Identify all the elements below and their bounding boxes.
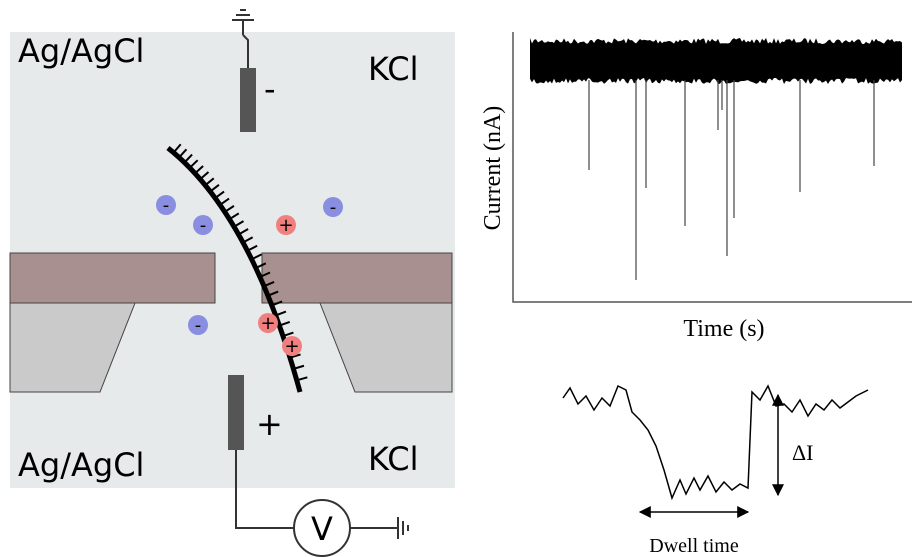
dna-base xyxy=(183,153,193,164)
dna-base xyxy=(242,236,254,244)
ion xyxy=(258,313,278,333)
support-left xyxy=(9,302,136,393)
ion xyxy=(323,197,343,217)
dna-base xyxy=(263,280,275,288)
dna-base xyxy=(204,177,215,187)
ion xyxy=(282,336,302,356)
ion xyxy=(188,315,208,335)
electrolyte-label: KCl xyxy=(368,50,418,88)
dna-base xyxy=(255,262,267,269)
electrode-bottom xyxy=(228,375,244,450)
dna-bases xyxy=(172,143,308,382)
dna-base xyxy=(172,143,182,154)
membrane-left xyxy=(9,252,216,304)
dna-base xyxy=(275,310,287,317)
noise-band xyxy=(530,38,902,84)
trace-axes xyxy=(512,32,912,303)
dna-base xyxy=(296,376,308,382)
ion-sign: - xyxy=(195,315,202,336)
dna-base xyxy=(194,165,204,175)
electrode-label: Ag/AgCl xyxy=(18,446,144,484)
ground-top xyxy=(232,9,254,68)
ion xyxy=(193,215,213,235)
duration-label: Dwell time xyxy=(649,535,739,557)
ion xyxy=(276,215,296,235)
wire xyxy=(235,450,294,529)
dna-base xyxy=(259,271,271,278)
dna-base xyxy=(289,353,301,359)
support-right xyxy=(319,302,453,393)
dna-base xyxy=(209,184,220,193)
electrode-top xyxy=(240,68,256,132)
event-trace xyxy=(562,384,869,501)
electrode-label: Ag/AgCl xyxy=(18,32,144,70)
dna-base xyxy=(219,197,230,206)
membrane-right xyxy=(261,252,453,304)
dna-base xyxy=(238,228,249,236)
dna-base xyxy=(246,244,258,252)
dna-base xyxy=(267,290,279,297)
dna-base xyxy=(189,159,199,169)
ground-bottom xyxy=(350,517,409,539)
ion xyxy=(156,195,176,215)
dna-base xyxy=(224,205,235,213)
voltmeter-label: V xyxy=(311,510,333,548)
dna-base xyxy=(178,148,188,159)
ion-sign: - xyxy=(163,195,170,216)
ion-sign: + xyxy=(284,336,299,357)
ions: - - - - + + + xyxy=(156,195,343,357)
dna-base xyxy=(214,190,225,199)
dna-base xyxy=(251,253,262,261)
ion-sign: - xyxy=(330,197,337,218)
amplitude-label: ΔI xyxy=(792,440,813,465)
x-axis-label: Time (s) xyxy=(683,316,764,342)
current-trace xyxy=(530,38,902,280)
dna-base xyxy=(279,320,291,327)
dna-base xyxy=(271,300,283,307)
dna-base xyxy=(233,220,244,228)
polarity-label: - xyxy=(264,70,276,108)
electrolyte-label: KCl xyxy=(368,440,418,478)
dna-base xyxy=(228,212,240,221)
ion-sign: - xyxy=(200,215,207,236)
dna-base xyxy=(293,364,305,370)
dna-base xyxy=(282,331,294,338)
ion-sign: + xyxy=(278,215,293,236)
ion-sign: + xyxy=(260,313,275,334)
polarity-label: + xyxy=(256,405,283,443)
dna-base xyxy=(199,171,210,180)
y-axis-label: Current (nA) xyxy=(480,106,506,231)
